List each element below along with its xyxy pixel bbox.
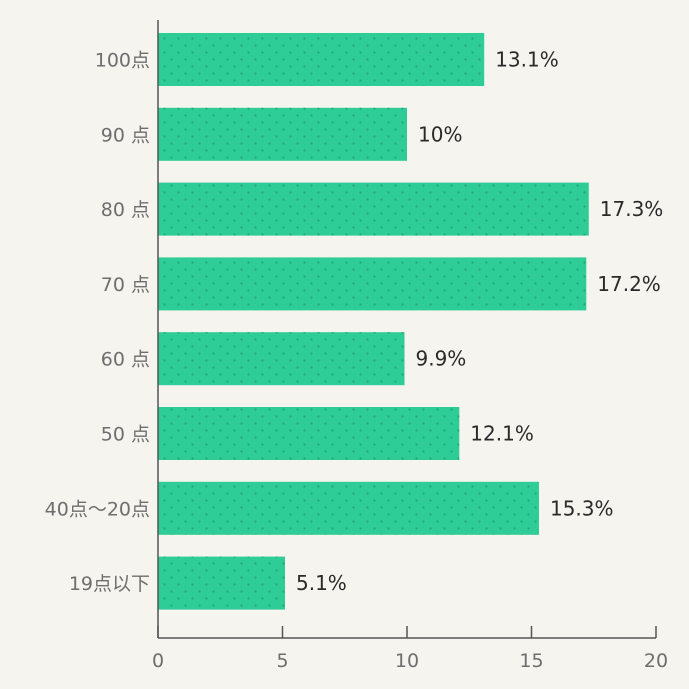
category-label: 90 点 [101,124,150,146]
bar-pattern-0 [158,33,485,86]
category-label: 40点〜20点 [45,498,150,520]
value-label: 9.9% [416,347,467,371]
category-label: 19点以下 [69,573,150,595]
labels-layer: 100点 13.1% 90 点 10% 80 点 17.3% 70 点 17.2% 60 点 9.… [45,48,664,596]
bars-layer [158,33,589,610]
x-tick-label: 20 [644,650,668,672]
bar-pattern-6 [158,481,539,535]
value-label: 5.1% [296,571,347,595]
value-label: 17.2% [597,272,661,296]
category-label: 70 点 [101,274,150,296]
category-label: 60 点 [101,349,150,371]
bar-pattern-3 [158,257,587,311]
bar-pattern-5 [158,407,460,460]
value-label: 15.3% [550,496,614,520]
value-label: 13.1% [495,48,559,72]
category-label: 100点 [95,50,150,72]
bar-pattern-1 [158,107,407,161]
x-tick-label: 10 [395,650,419,672]
bar-pattern-2 [158,182,589,236]
value-label: 17.3% [600,197,664,221]
axis-layer: 0 5 10 15 20 [152,20,668,672]
x-tick-label: 15 [519,650,543,672]
category-label: 50 点 [101,424,150,446]
x-tick-label: 5 [276,650,288,672]
x-tick-label: 0 [152,650,164,672]
bar-pattern-4 [158,332,405,386]
value-label: 10% [418,122,462,146]
category-label: 80 点 [101,199,150,221]
value-label: 12.1% [470,422,534,446]
bar-pattern-7 [158,556,285,610]
